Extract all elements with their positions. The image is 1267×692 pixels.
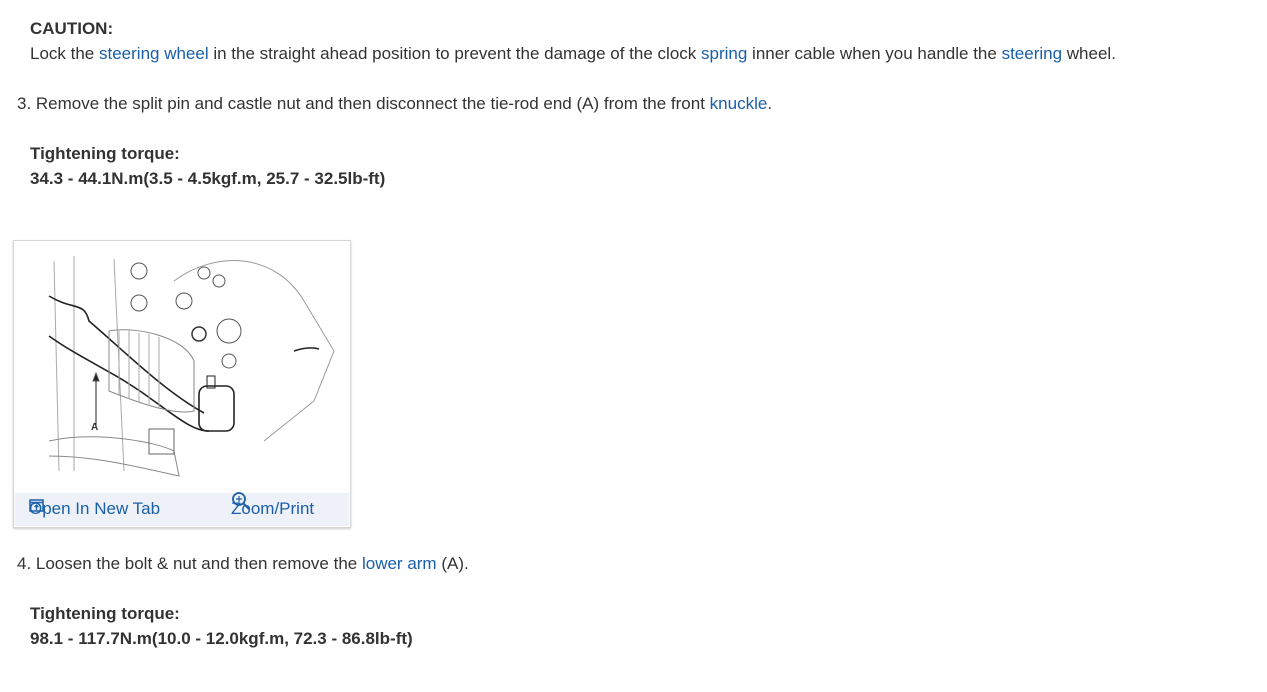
- figure-toolbar: Open In New Tab Zoom/Print: [15, 492, 349, 526]
- text: Lock the: [30, 44, 99, 63]
- zoom-print-label: Zoom/Print: [231, 499, 315, 518]
- open-in-new-tab-label: Open In New Tab: [29, 499, 161, 518]
- text: (A).: [436, 554, 469, 573]
- text: 4. Loosen the bolt & nut and then remove…: [17, 554, 362, 573]
- magnifier-plus-icon: [232, 492, 250, 510]
- text: inner cable when you handle the: [747, 44, 1002, 63]
- open-new-tab-icon: [29, 499, 44, 512]
- link-knuckle[interactable]: knuckle: [709, 94, 768, 113]
- text: 3. Remove the split pin and castle nut a…: [17, 94, 710, 113]
- step-3-torque-label: Tightening torque:: [30, 144, 180, 163]
- text: in the straight ahead position to preven…: [208, 44, 701, 63]
- link-steering[interactable]: steering: [1001, 44, 1063, 63]
- link-spring[interactable]: spring: [701, 44, 748, 63]
- tie-rod-illustration: [48, 256, 335, 477]
- text: wheel.: [1062, 44, 1116, 63]
- step-3: 3. Remove the split pin and castle nut a…: [17, 94, 772, 114]
- callout-a: A: [91, 422, 99, 433]
- text: .: [767, 94, 773, 113]
- step-4-torque-label: Tightening torque:: [30, 604, 180, 623]
- step-4-torque-value: 98.1 - 117.7N.m(10.0 - 12.0kgf.m, 72.3 -…: [30, 629, 413, 648]
- link-steering-wheel[interactable]: steering wheel: [99, 44, 209, 63]
- step-4: 4. Loosen the bolt & nut and then remove…: [17, 554, 469, 574]
- caution-title: CAUTION:: [30, 19, 114, 38]
- caution-text: Lock the steering wheel in the straight …: [30, 44, 1116, 64]
- figure-tie-rod-end: A Open In New Tab Zoom/Print: [13, 240, 351, 528]
- link-lower-arm[interactable]: lower arm: [361, 554, 437, 573]
- step-3-torque-value: 34.3 - 44.1N.m(3.5 - 4.5kgf.m, 25.7 - 32…: [30, 169, 386, 188]
- open-in-new-tab-button[interactable]: Open In New Tab: [29, 499, 160, 519]
- zoom-print-button[interactable]: Zoom/Print: [231, 492, 315, 519]
